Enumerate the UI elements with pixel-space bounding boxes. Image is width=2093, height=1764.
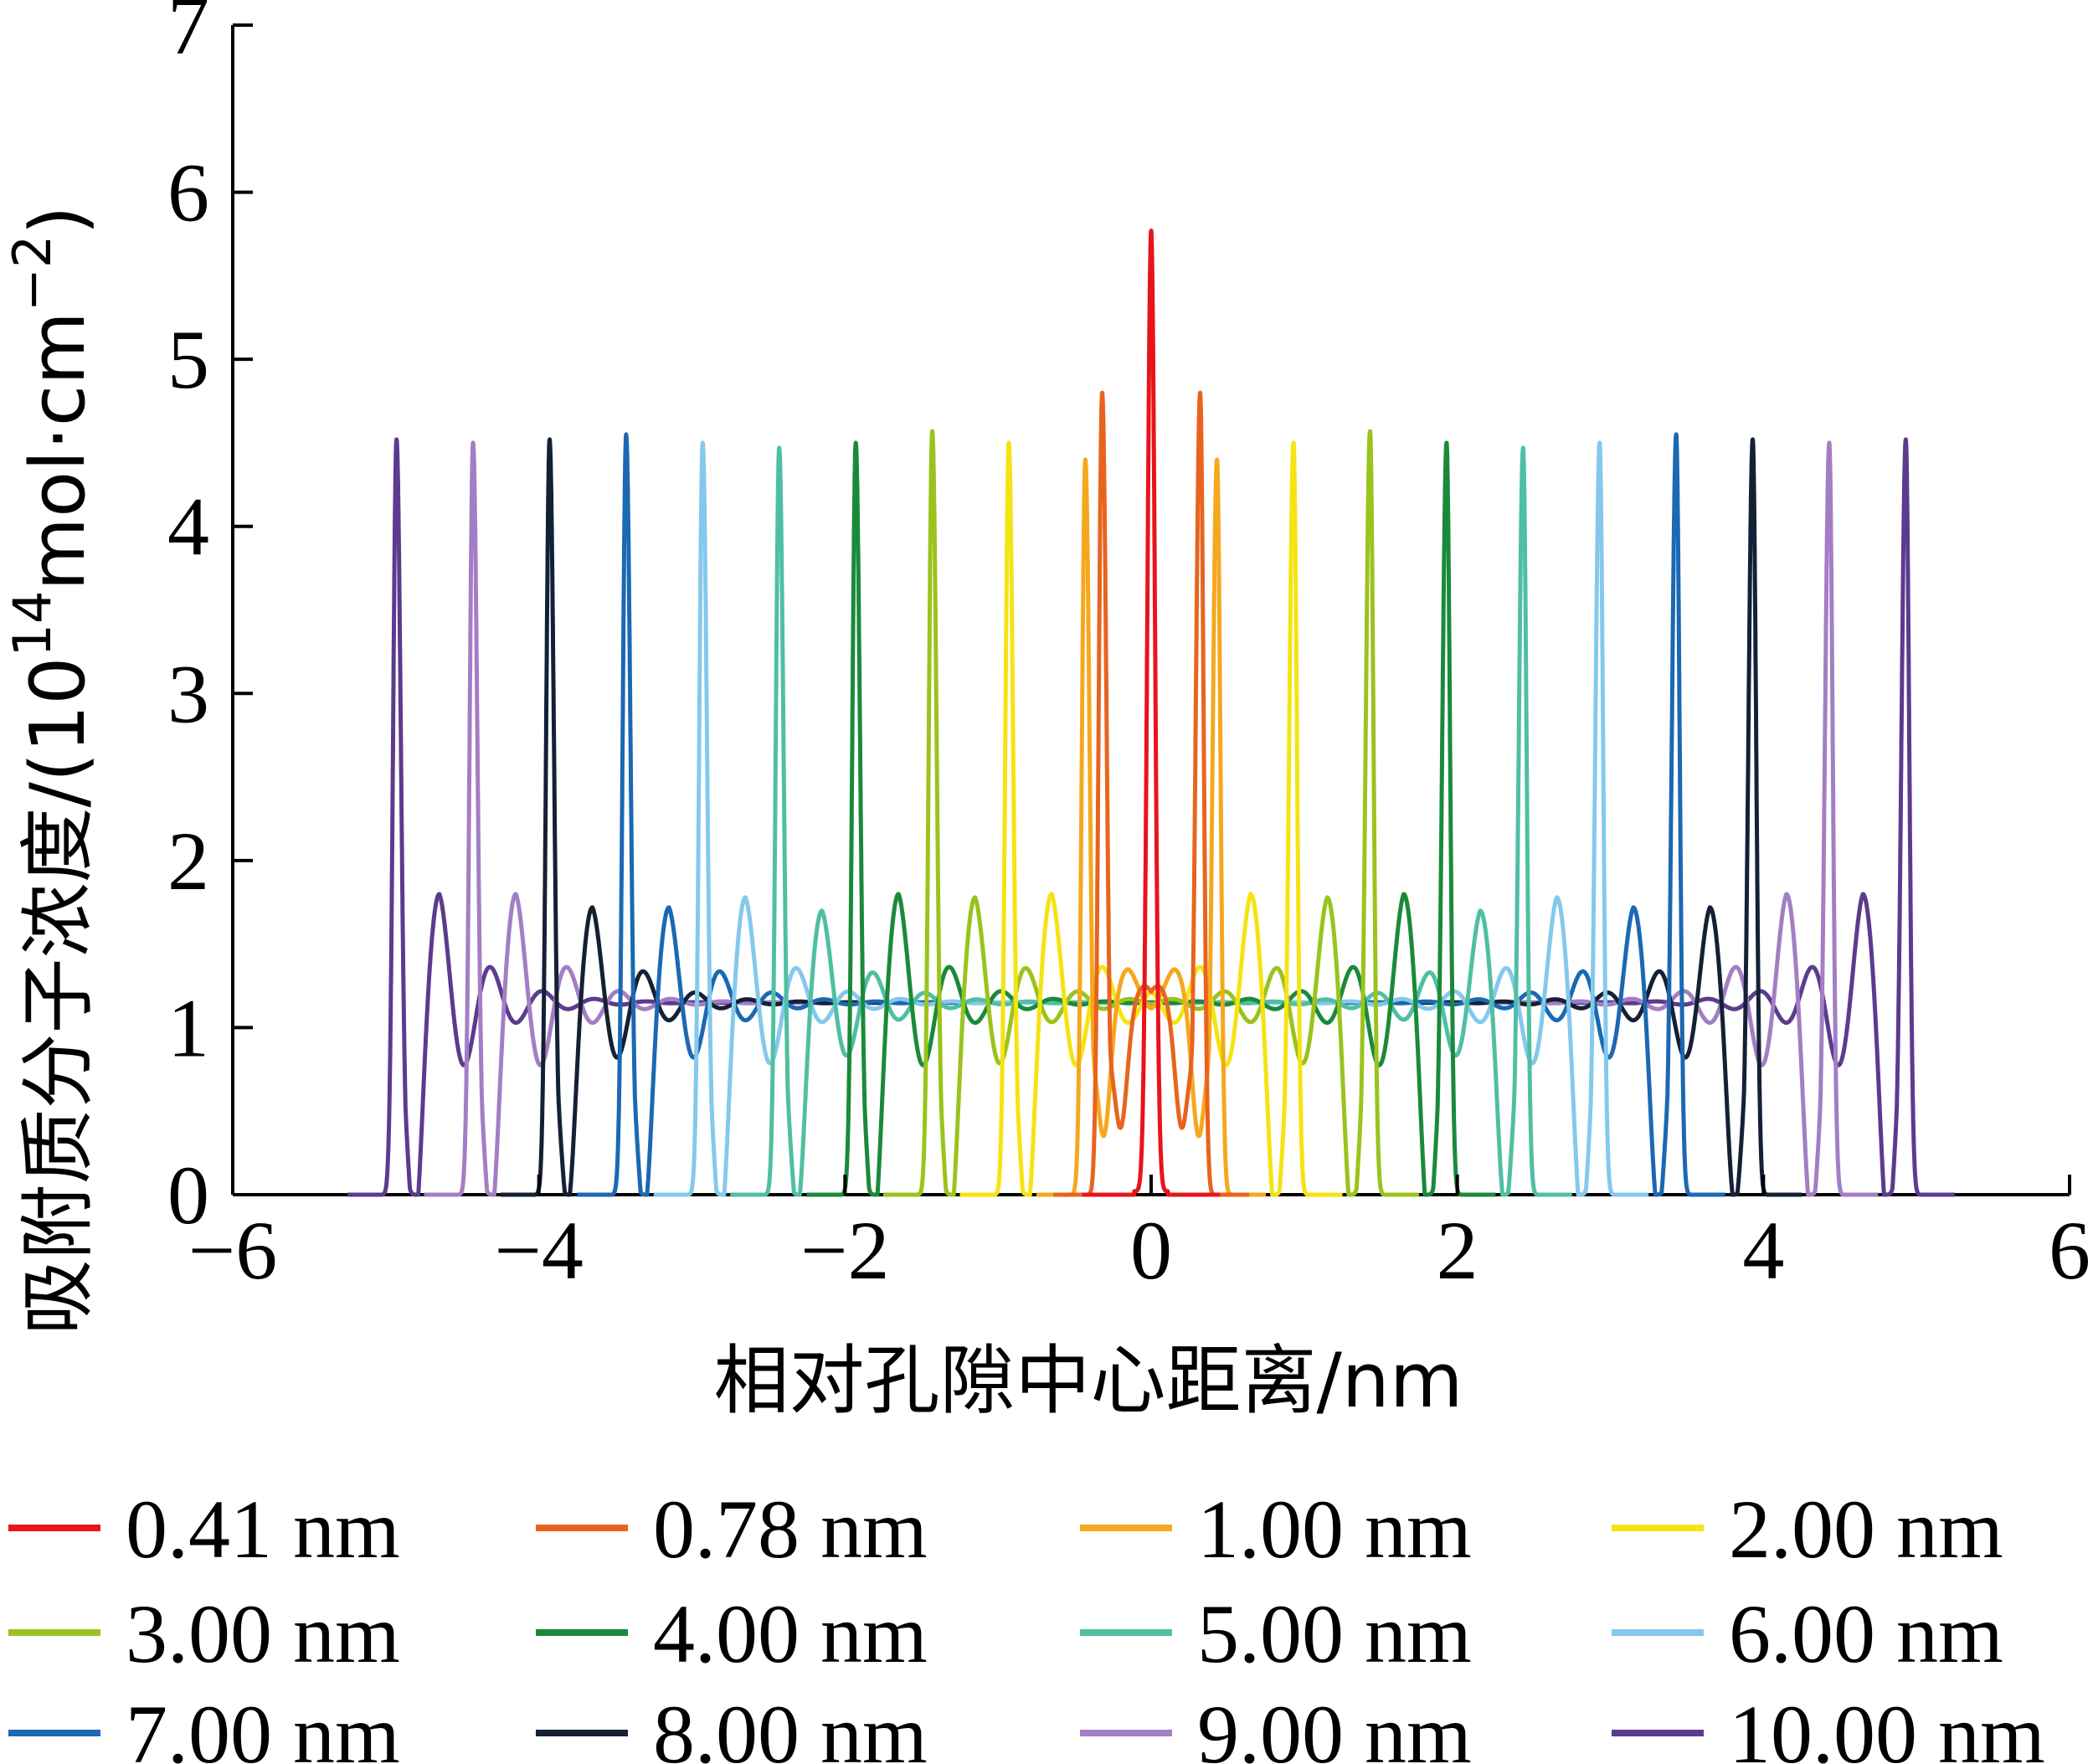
series-line	[575, 432, 1727, 1197]
ticks: −6 −4 −2 0 2 4 6 0 1 2 3 4 5 6 7	[167, 0, 2090, 1297]
series-line	[958, 440, 1345, 1197]
legend-label: 4.00 nm	[653, 1587, 928, 1680]
series-line	[422, 440, 1880, 1197]
y-axis-title-mid: mol·cm	[14, 311, 102, 591]
legend-label: 7.00 nm	[126, 1688, 400, 1764]
y-axis-title-main: 吸附质分子浓度/(10	[14, 656, 102, 1335]
y-tick-label: 4	[167, 481, 209, 573]
x-tick-label: −6	[188, 1204, 277, 1297]
x-tick-label: −4	[494, 1204, 583, 1297]
axes	[231, 25, 2070, 1196]
legend-label: 5.00 nm	[1197, 1587, 1472, 1680]
legend-label: 8.00 nm	[653, 1688, 928, 1764]
x-tick-label: −2	[800, 1204, 889, 1297]
y-tick-label: 5	[167, 313, 209, 406]
y-tick-label: 2	[167, 815, 209, 908]
series-line	[805, 440, 1498, 1197]
series-line	[1034, 457, 1268, 1197]
series-line	[881, 429, 1422, 1197]
y-tick-label: 0	[167, 1149, 209, 1242]
legend-label: 6.00 nm	[1729, 1587, 2003, 1680]
series-line	[1080, 229, 1222, 1197]
series-line	[651, 440, 1651, 1197]
x-tick-label: 4	[1742, 1204, 1784, 1297]
legend-label: 9.00 nm	[1197, 1688, 1472, 1764]
y-axis-title-end: )	[14, 206, 102, 235]
y-tick-label: 1	[167, 981, 209, 1074]
y-axis-title-sup2: −2	[2, 235, 63, 311]
curves	[345, 229, 1957, 1197]
series-line	[345, 437, 1957, 1197]
x-tick-label: 0	[1130, 1204, 1172, 1297]
legend-label: 0.41 nm	[126, 1483, 400, 1576]
y-axis-title-sup1: 14	[2, 591, 63, 657]
y-axis-title: 吸附质分子浓度/(1014mol·cm−2)	[2, 206, 102, 1335]
x-axis-title: 相对孔隙中心距离/nm	[713, 1337, 1463, 1425]
legend-label: 10.00 nm	[1729, 1688, 2045, 1764]
y-tick-label: 7	[167, 0, 209, 72]
y-tick-label: 6	[167, 147, 209, 239]
legend-label: 3.00 nm	[126, 1587, 400, 1680]
legend: 0.41 nm 0.78 nm 1.00 nm 2.00 nm 3.00 nm 4.00 …	[8, 1483, 2045, 1764]
y-tick-label: 3	[167, 647, 209, 740]
legend-label: 0.78 nm	[653, 1483, 928, 1576]
x-tick-label: 2	[1437, 1204, 1478, 1297]
legend-label: 2.00 nm	[1729, 1483, 2003, 1576]
legend-label: 1.00 nm	[1197, 1483, 1472, 1576]
x-tick-label: 6	[2049, 1204, 2090, 1297]
